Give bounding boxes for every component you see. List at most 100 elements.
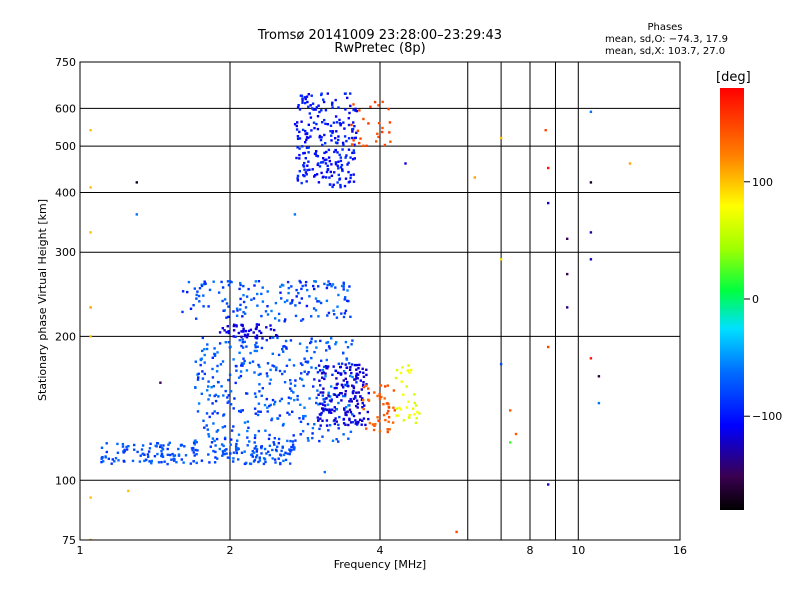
y-axis-label: Stationary phase Virtual Height [km] [36,199,49,401]
data-point [296,177,299,180]
data-point [334,141,338,144]
data-point [300,181,303,185]
data-point [331,185,334,189]
data-point [328,411,331,414]
data-point [237,433,241,436]
data-point [283,381,287,384]
data-point [327,345,331,348]
data-point [316,115,320,118]
data-point [265,372,269,375]
data-point [258,390,261,393]
data-point [245,295,249,298]
data-point [316,389,319,392]
data-point [186,290,189,294]
data-point [252,451,256,454]
data-point [344,411,347,414]
data-point [210,441,214,444]
data-point [303,96,307,99]
data-point [354,378,357,381]
data-point [379,384,383,387]
data-point [350,400,353,403]
data-point [386,430,389,434]
data-point [214,399,218,403]
data-point [322,98,325,101]
phase-stats: Phases mean, sd,O: −74.3, 17.9 mean, sd,… [605,22,728,58]
data-point [308,295,311,298]
colorbar-tick-label: −100 [752,410,782,423]
data-point [305,304,309,308]
data-point [324,176,328,179]
data-point [313,126,316,130]
data-point [396,414,400,417]
y-axis-ticks: 75 100 200 300 400 500 600 750 [55,56,76,547]
data-point [304,141,307,144]
data-point [365,144,368,147]
data-point [286,280,290,284]
data-point [309,116,313,119]
data-point [311,168,314,171]
data-point [249,328,253,331]
data-point [337,427,340,430]
data-point [250,298,253,301]
data-point [378,397,382,400]
data-point [273,437,276,440]
data-point [313,175,316,178]
data-point [272,365,276,368]
data-point [245,369,249,372]
data-point [357,420,360,424]
data-point [257,280,261,283]
data-point [298,108,302,111]
data-point [289,450,292,453]
data-point [389,140,392,143]
data-point [387,409,390,413]
data-point [237,458,240,461]
data-point [408,414,411,417]
data-point [225,452,228,455]
data-point [195,293,198,297]
data-point [333,313,336,316]
data-point [355,368,358,371]
data-point [344,309,348,312]
data-point [325,299,329,302]
data-point [284,451,287,454]
data-point [254,395,258,398]
data-point [181,290,185,293]
data-point [349,92,352,95]
data-point [175,461,178,464]
data-point [380,395,383,399]
data-point [330,385,333,388]
data-point [291,443,295,446]
data-point [247,426,250,429]
data-point [273,458,277,461]
data-point [395,407,398,410]
data-point [335,420,338,423]
data-point [303,406,306,409]
data-point [351,151,354,155]
data-point [300,287,303,291]
data-point [239,308,242,311]
data-point [243,450,246,453]
data-point [377,135,380,139]
data-point [278,369,282,373]
data-point [235,314,239,317]
data-point [255,327,258,331]
data-point [282,284,285,287]
data-point [344,406,348,409]
data-point [302,417,305,420]
data-point [318,413,322,416]
data-point [291,410,294,413]
data-point [384,418,387,422]
data-point [238,287,241,291]
data-point [237,376,241,379]
data-point [255,448,259,451]
data-point [242,330,245,333]
data-point [213,354,217,357]
data-point [333,422,337,426]
data-point [316,127,320,131]
data-point [248,440,251,443]
data-point [346,96,349,100]
data-point [240,330,243,333]
data-point [328,159,331,163]
data-point [203,280,206,283]
data-point [331,101,334,104]
